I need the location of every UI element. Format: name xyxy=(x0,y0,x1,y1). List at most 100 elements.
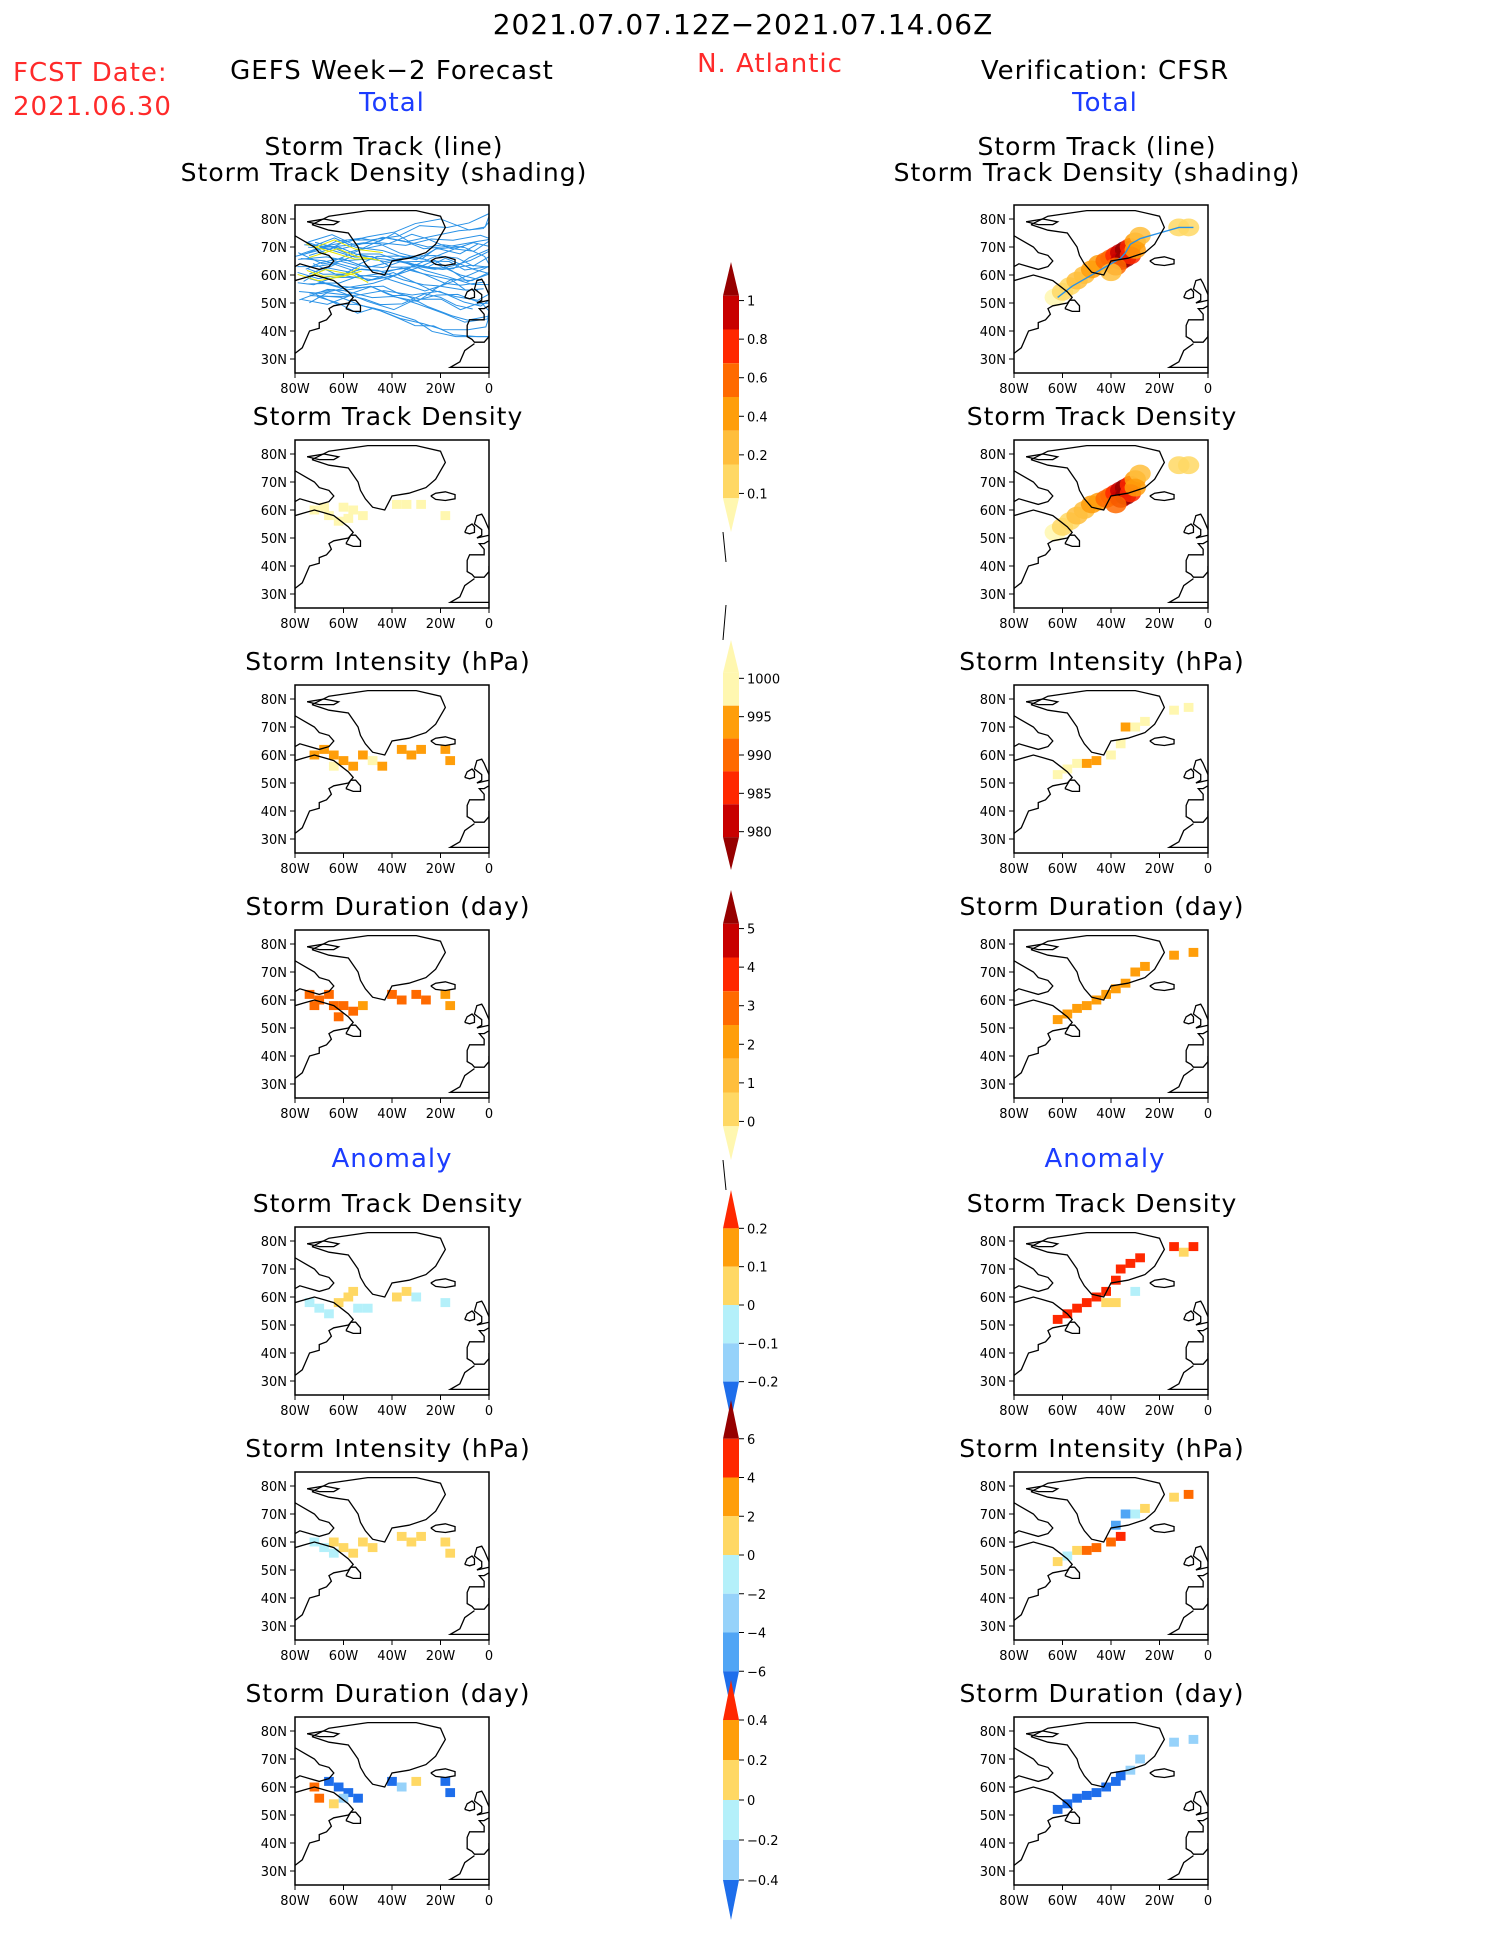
colorbar-swatch xyxy=(723,295,739,330)
coastline xyxy=(447,823,489,849)
colorbar-swatch xyxy=(723,1092,739,1127)
data-cell xyxy=(396,744,407,754)
data-cell xyxy=(1115,739,1126,749)
data-cell xyxy=(348,1286,359,1296)
colorbar-cb5: 6 4 2 0 −2 −4 −6 xyxy=(723,1400,766,1710)
coastline xyxy=(1014,1257,1054,1293)
y-tick-label: 30N xyxy=(261,1620,287,1635)
data-cell xyxy=(1130,1509,1141,1519)
y-tick-label: 80N xyxy=(980,693,1006,708)
coastline xyxy=(466,1817,489,1855)
coastline xyxy=(1185,1030,1208,1068)
data-cell xyxy=(1101,1298,1111,1308)
colorbar-swatch xyxy=(723,1880,739,1920)
data-cell xyxy=(445,1548,456,1558)
map-panel-p3: 80N 70N 60N 50N 40N 30N 80W 60W 40W 20W 0 xyxy=(261,439,493,632)
data-cell xyxy=(411,1292,422,1302)
coastline xyxy=(295,470,335,506)
y-tick-label: 30N xyxy=(261,1375,287,1390)
coastline xyxy=(1030,1721,1166,1788)
colorbar-label: 0.4 xyxy=(747,410,768,425)
colorbar-label: 0.6 xyxy=(747,372,768,387)
coastline xyxy=(1030,1231,1166,1298)
y-tick-label: 70N xyxy=(261,241,287,256)
y-tick-label: 60N xyxy=(980,1781,1006,1796)
colorbar-swatch xyxy=(723,640,739,673)
colorbar-label: 0.1 xyxy=(747,1261,768,1276)
x-tick-label: 60W xyxy=(1048,617,1078,632)
x-tick-label: 0 xyxy=(1204,617,1212,632)
y-tick-label: 70N xyxy=(980,476,1006,491)
x-tick-label: 80W xyxy=(280,382,310,397)
y-tick-label: 50N xyxy=(980,1809,1006,1824)
data-cell xyxy=(406,1537,417,1547)
y-tick-label: 60N xyxy=(261,994,287,1009)
data-cell xyxy=(333,516,344,526)
colorbar-swatch xyxy=(723,1516,739,1555)
data-cell xyxy=(328,750,339,760)
panel-title-anom-intensity-right: Storm Intensity (hPa) xyxy=(959,1434,1245,1463)
coastline xyxy=(295,1747,335,1783)
colorbar-swatch xyxy=(723,837,739,870)
y-tick-label: 70N xyxy=(980,721,1006,736)
storm-track-line xyxy=(309,289,473,310)
data-cell xyxy=(440,1776,451,1786)
data-cell xyxy=(1052,770,1063,780)
y-tick-label: 60N xyxy=(980,994,1006,1009)
coastline xyxy=(1166,1855,1208,1881)
data-cell xyxy=(1091,1543,1102,1553)
anomaly-label-right: Anomaly xyxy=(1044,1144,1166,1174)
data-cell xyxy=(333,1782,344,1792)
x-tick-label: 0 xyxy=(1204,382,1212,397)
x-tick-label: 0 xyxy=(485,1107,493,1122)
x-tick-label: 40W xyxy=(1096,382,1126,397)
x-tick-label: 60W xyxy=(1048,382,1078,397)
coastline xyxy=(306,1485,341,1493)
x-tick-label: 0 xyxy=(485,1649,493,1664)
coastline xyxy=(447,1610,489,1636)
colorbar-swatch xyxy=(723,1800,739,1840)
coastline xyxy=(1192,278,1208,304)
x-tick-label: 80W xyxy=(280,617,310,632)
coastline xyxy=(430,1278,456,1289)
y-tick-label: 30N xyxy=(261,353,287,368)
storm-track-line xyxy=(315,293,489,338)
colorbar-label: −6 xyxy=(747,1665,766,1680)
data-cell xyxy=(1106,750,1116,760)
storm-track-line xyxy=(309,278,489,311)
data-cell xyxy=(324,1776,334,1786)
coastline xyxy=(1014,1296,1074,1376)
data-cell xyxy=(314,1793,325,1803)
colorbar-label: 0 xyxy=(747,1794,755,1809)
coastline xyxy=(447,1365,489,1391)
colorbar-label: 5 xyxy=(747,923,755,938)
x-tick-label: 20W xyxy=(1145,1107,1175,1122)
right-column-subtitle: Total xyxy=(1072,88,1138,118)
panel-title-track-line-right: Storm Track (line) xyxy=(977,132,1217,161)
colorbar-swatch xyxy=(723,430,739,465)
map-panel-p2: 80N 70N 60N 50N 40N 30N 80W 60W 40W 20W 0 xyxy=(980,204,1212,397)
storm-track-line xyxy=(299,242,489,294)
y-tick-label: 30N xyxy=(980,1620,1006,1635)
colorbar-label: −2 xyxy=(747,1588,766,1603)
coastline xyxy=(295,235,335,271)
x-tick-label: 40W xyxy=(1096,1404,1126,1419)
y-tick-label: 80N xyxy=(261,1725,287,1740)
x-tick-label: 0 xyxy=(1204,1107,1212,1122)
coastline xyxy=(306,453,341,461)
colorbar-label: −4 xyxy=(747,1627,766,1642)
data-cell xyxy=(1183,1489,1194,1499)
coastline xyxy=(345,1024,362,1038)
data-cell xyxy=(1130,967,1141,977)
coastline xyxy=(1064,1566,1081,1580)
colorbar-swatch xyxy=(723,1025,739,1059)
x-tick-label: 80W xyxy=(999,617,1029,632)
y-tick-label: 70N xyxy=(261,1508,287,1523)
panel-title-anom-duration-right: Storm Duration (day) xyxy=(959,1679,1245,1708)
data-cell xyxy=(387,1776,397,1786)
colorbar-cb4: 0.2 0.1 0 −0.1 −0.2 xyxy=(723,1190,779,1420)
coastline xyxy=(1149,1523,1175,1534)
x-tick-label: 0 xyxy=(1204,1404,1212,1419)
data-cell xyxy=(1130,1286,1141,1296)
x-tick-label: 40W xyxy=(377,1107,407,1122)
